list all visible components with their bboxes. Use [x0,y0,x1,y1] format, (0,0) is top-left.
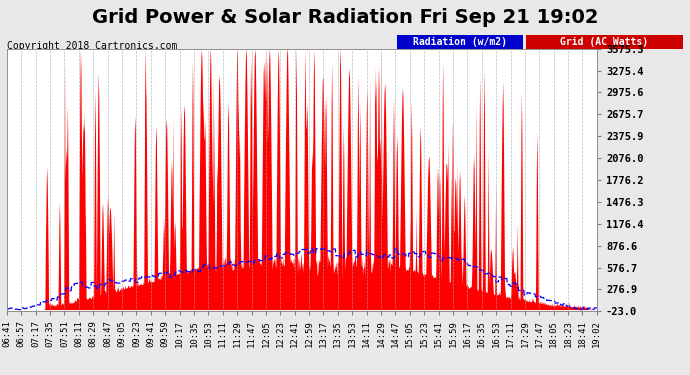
Text: Grid Power & Solar Radiation Fri Sep 21 19:02: Grid Power & Solar Radiation Fri Sep 21 … [92,8,598,27]
Text: Copyright 2018 Cartronics.com: Copyright 2018 Cartronics.com [7,41,177,51]
Text: Grid (AC Watts): Grid (AC Watts) [560,37,649,46]
Text: Radiation (w/m2): Radiation (w/m2) [413,37,506,46]
FancyBboxPatch shape [397,34,523,49]
FancyBboxPatch shape [526,34,683,49]
